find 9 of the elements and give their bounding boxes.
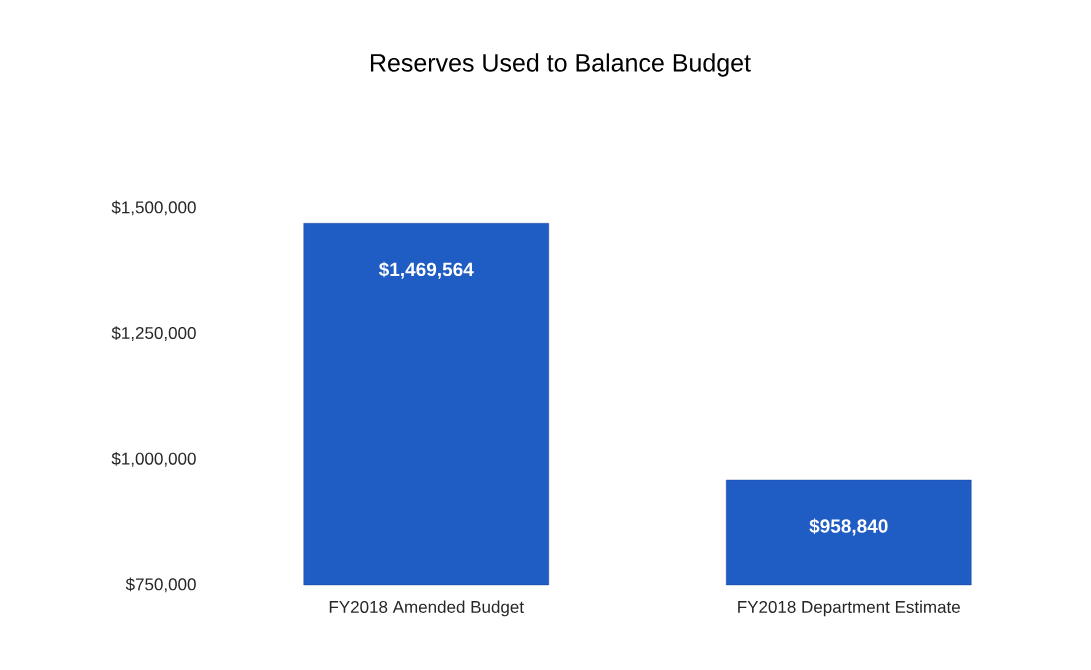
y-tick-label: $1,250,000 [111,326,196,342]
y-tick-label: $1,000,000 [111,451,196,467]
y-tick-label: $750,000 [125,577,196,593]
x-tick-label: FY2018 Amended Budget [329,600,524,617]
x-tick-label: FY2018 Department Estimate [738,600,960,617]
data-label: $958,840 [809,518,888,536]
y-tick-label: $1,500,000 [111,200,196,216]
data-label: $1,469,564 [378,261,474,279]
chart-title: Reserves Used to Balance Budget [370,53,751,77]
